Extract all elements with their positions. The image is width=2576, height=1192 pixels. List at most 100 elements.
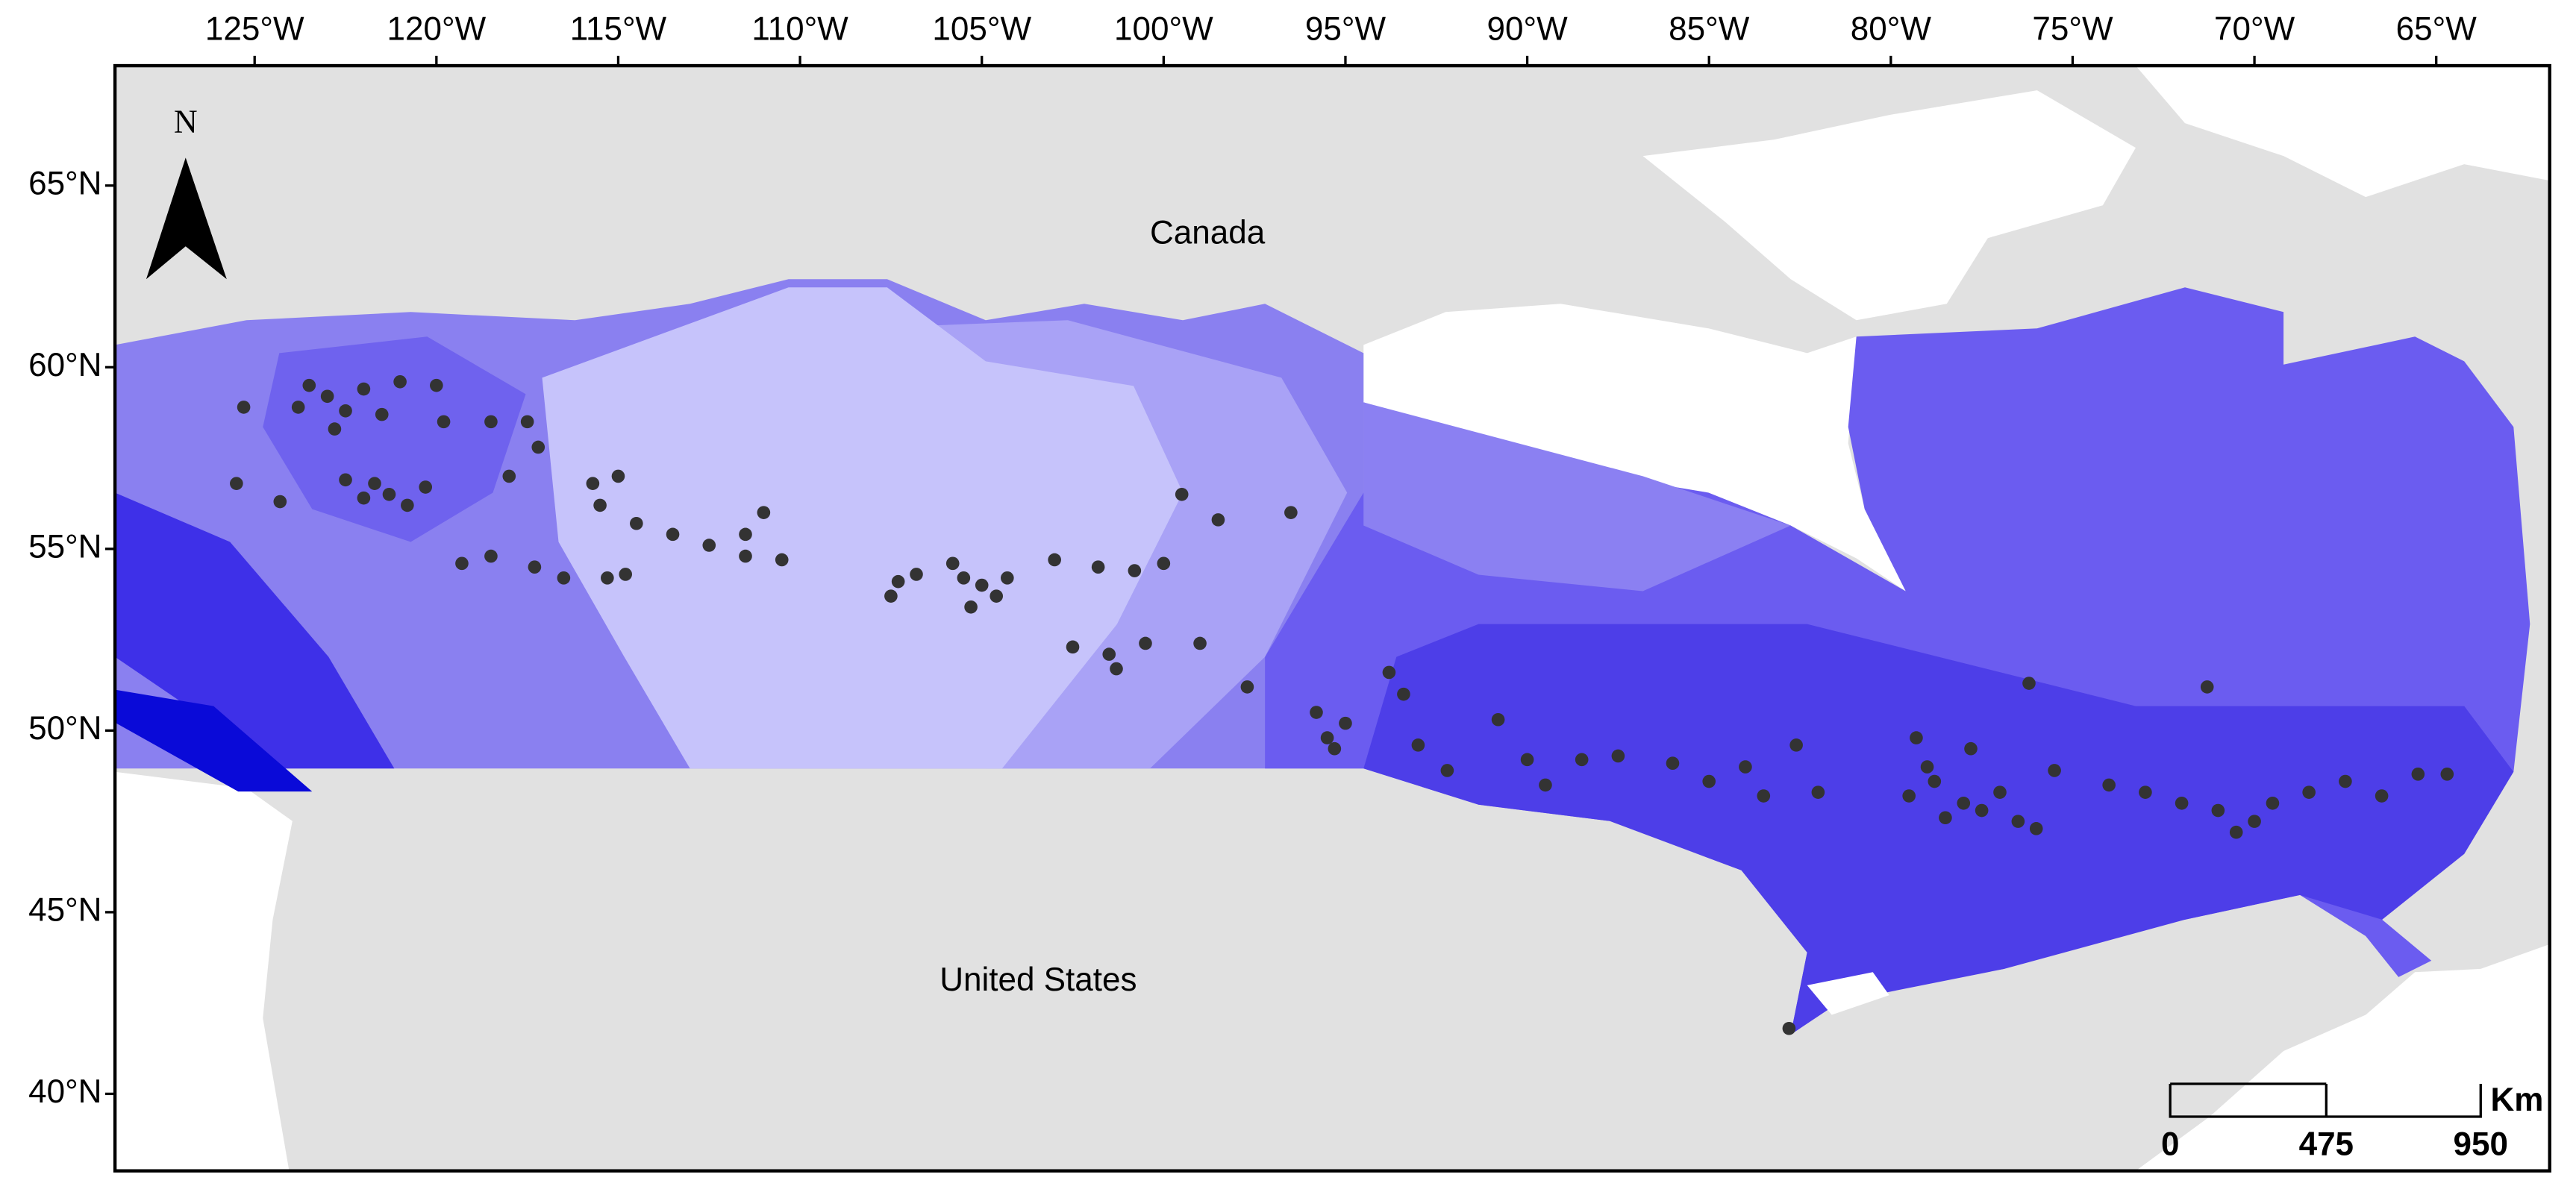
occurrence-point [945, 556, 960, 571]
occurrence-point [1666, 756, 1680, 771]
x-tick-label: 65°W [2396, 10, 2477, 47]
occurrence-point [1902, 789, 1916, 803]
occurrence-point [775, 553, 789, 567]
occurrence-point [237, 401, 251, 414]
occurrence-point [531, 440, 545, 454]
occurrence-point [357, 491, 371, 505]
pacific [115, 771, 293, 1171]
ecoregion [1363, 624, 2514, 1035]
occurrence-point [1575, 753, 1589, 767]
y-tick-label: 45°N [28, 892, 101, 929]
x-tick-label: 105°W [932, 10, 1031, 47]
occurrence-point [1611, 749, 1625, 763]
occurrence-point [273, 495, 287, 509]
x-tick-label: 95°W [1305, 10, 1387, 47]
occurrence-point [1993, 785, 2007, 799]
x-tick-label: 75°W [2032, 10, 2113, 47]
occurrence-point [1539, 778, 1552, 792]
northern-water [1642, 90, 2136, 321]
occurrence-point [484, 549, 498, 563]
occurrence-point [430, 378, 443, 392]
occurrence-point [1240, 680, 1254, 694]
scale-label: 475 [2299, 1126, 2354, 1162]
occurrence-point [702, 539, 716, 552]
occurrence-point [1157, 556, 1171, 571]
occurrence-point [1975, 803, 1989, 818]
occurrence-point [1520, 753, 1534, 767]
occurrence-point [320, 389, 334, 404]
hudson-bay [1363, 304, 1906, 592]
scale-label: 0 [2161, 1126, 2179, 1162]
ecoregion [854, 320, 1348, 769]
occurrence-point [2266, 796, 2280, 810]
occurrence-point [1411, 738, 1425, 752]
occurrence-point [339, 404, 352, 418]
scale-unit: Km [2490, 1082, 2543, 1118]
occurrence-point [1193, 636, 1207, 650]
occurrence-point [757, 506, 771, 519]
occurrence-point [884, 589, 898, 603]
occurrence-point [557, 571, 571, 585]
y-tick-label: 50°N [28, 710, 101, 747]
occurrence-point [1440, 764, 1454, 777]
occurrence-point [2339, 774, 2352, 788]
occurrence-point [1939, 811, 1952, 825]
occurrence-point [2200, 680, 2214, 694]
atlantic [2135, 944, 2550, 1171]
occurrence-point [1339, 716, 1352, 730]
occurrence-point [910, 568, 923, 581]
occurrence-point [593, 498, 607, 512]
occurrence-point [1702, 774, 1716, 788]
occurrence-point [1789, 738, 1803, 752]
region-label: Canada [1150, 214, 1266, 251]
occurrence-point [1310, 706, 1323, 719]
map-frame [113, 63, 2551, 1173]
occurrence-point [437, 415, 451, 429]
occurrence-point [357, 382, 371, 396]
occurrence-point [1066, 640, 1080, 654]
occurrence-point [291, 401, 305, 414]
occurrence-point [502, 469, 516, 483]
occurrence-point [1739, 760, 1752, 774]
occurrence-point [520, 415, 534, 429]
occurrence-point [1964, 741, 1978, 756]
occurrence-point [619, 568, 633, 581]
occurrence-point [1001, 571, 1014, 585]
occurrence-point [2011, 815, 2025, 828]
y-tick-label: 60°N [28, 347, 101, 383]
occurrence-point [1320, 731, 1334, 744]
occurrence-point [1782, 1021, 1796, 1035]
occurrence-point [368, 477, 381, 490]
occurrence-point [302, 378, 316, 392]
occurrence-point [401, 498, 414, 512]
occurrence-point [2175, 796, 2189, 810]
region-label: United States [940, 962, 1137, 998]
occurrence-point [1382, 665, 1396, 680]
occurrence-point [2211, 803, 2225, 818]
occurrence-point [739, 549, 752, 563]
north-label: N [174, 103, 198, 139]
occurrence-point [1928, 774, 1942, 788]
occurrence-point [2411, 768, 2425, 781]
occurrence-point [339, 473, 352, 487]
occurrence-point [1811, 785, 1825, 799]
northern-water [2135, 66, 2550, 198]
occurrence-point [484, 415, 498, 429]
occurrence-point [2302, 785, 2316, 799]
occurrence-point [2102, 778, 2116, 792]
y-tick-label: 40°N [28, 1073, 101, 1110]
occurrence-point [601, 571, 614, 585]
occurrence-point [2022, 677, 2036, 690]
occurrence-point [328, 422, 342, 436]
occurrence-point [1139, 636, 1152, 650]
ecoregion [115, 492, 395, 769]
x-tick-label: 120°W [387, 10, 487, 47]
occurrence-point [611, 469, 625, 483]
x-tick-label: 115°W [570, 10, 667, 47]
occurrence-point [455, 556, 469, 571]
occurrence-point [1091, 560, 1105, 574]
x-tick-label: 70°W [2214, 10, 2295, 47]
occurrence-point [1491, 712, 1505, 727]
occurrence-point [2048, 764, 2061, 777]
